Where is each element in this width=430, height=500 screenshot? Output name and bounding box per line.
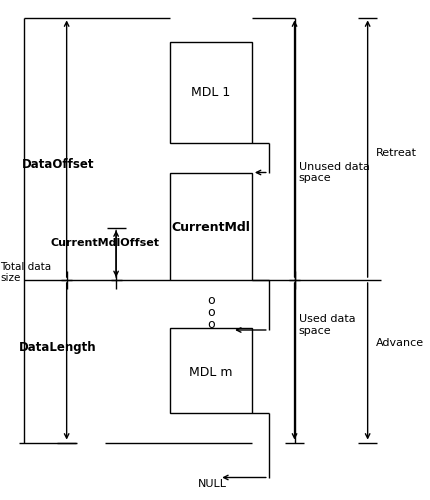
Text: Unused data
space: Unused data space	[299, 162, 370, 184]
Text: o: o	[207, 306, 215, 319]
Text: MDL m: MDL m	[189, 366, 233, 379]
Text: DataOffset: DataOffset	[22, 158, 94, 172]
Bar	[170, 42, 252, 142]
Text: CurrentMdlOffset: CurrentMdlOffset	[51, 238, 160, 248]
Text: NULL: NULL	[198, 479, 227, 489]
Text: Advance: Advance	[376, 338, 424, 347]
Bar	[170, 172, 252, 280]
Text: o: o	[207, 294, 215, 306]
Bar	[170, 328, 252, 412]
Text: DataLength: DataLength	[19, 341, 97, 354]
Text: MDL 1: MDL 1	[191, 86, 230, 99]
Text: Total data
size: Total data size	[0, 262, 51, 283]
Text: o: o	[207, 318, 215, 332]
Text: Retreat: Retreat	[376, 148, 417, 158]
Text: Used data
space: Used data space	[299, 314, 356, 336]
Text: CurrentMdl: CurrentMdl	[171, 221, 250, 234]
